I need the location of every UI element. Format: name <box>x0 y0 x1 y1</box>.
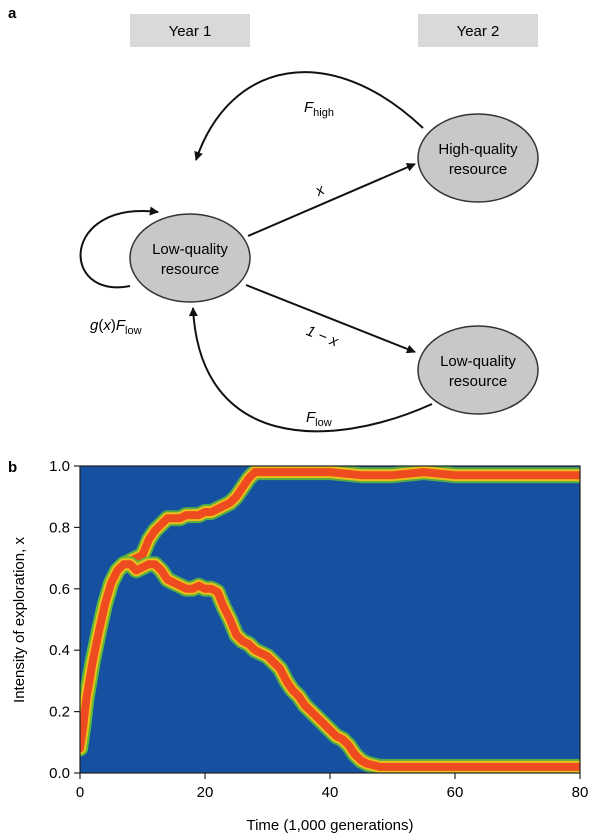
y-tick-label: 0.6 <box>49 581 70 598</box>
label-f-high: Fhigh <box>304 99 334 119</box>
year-1-box <box>130 14 250 47</box>
x-tick-label: 80 <box>572 784 589 801</box>
node-low-quality-year1 <box>129 213 251 303</box>
panel-a: a Year 1 Year 2 Low-quality resource Hig… <box>8 5 539 433</box>
y-tick-label: 0.8 <box>49 519 70 536</box>
density-traces <box>80 466 580 773</box>
edge-f-low-arrow <box>188 307 433 433</box>
node-high-year2-line1: High-quality <box>438 141 518 158</box>
node-high-quality-year2 <box>417 113 539 203</box>
node-high-year2-line2: resource <box>449 161 507 178</box>
edge-one-minus-x-arrow <box>245 284 416 354</box>
panel-b-label: b <box>8 459 17 476</box>
self-loop-arrow <box>79 206 159 289</box>
label-x: x <box>312 181 327 200</box>
node-low-year2-line2: resource <box>449 373 507 390</box>
year-1-label: Year 1 <box>169 23 212 40</box>
label-one-minus-x: 1 − x <box>304 322 341 350</box>
series-2-core <box>80 560 580 771</box>
axis-ticks: 0 20 40 60 80 0.0 0.2 0.4 0.6 0.8 1.0 <box>49 458 588 801</box>
node-low-year2-line1: Low-quality <box>440 353 516 370</box>
year-2-label: Year 2 <box>457 23 500 40</box>
year-2-box <box>418 14 538 47</box>
label-self-loop: g(x)Flow <box>90 317 142 337</box>
x-tick-label: 40 <box>322 784 339 801</box>
y-tick-label: 0.2 <box>49 704 70 721</box>
y-tick-label: 0.0 <box>49 765 70 782</box>
panel-b: b 0 20 40 60 80 0.0 0.2 0.4 0.6 0.8 1.0 Time (1,00… <box>8 458 588 834</box>
x-tick-label: 60 <box>447 784 464 801</box>
x-axis-label: Time (1,000 generations) <box>246 817 413 834</box>
node-low-quality-year2 <box>417 325 539 415</box>
label-f-low: Flow <box>306 409 332 429</box>
y-axis-label: Intensity of exploration, x <box>11 537 28 703</box>
y-tick-label: 1.0 <box>49 458 70 475</box>
x-tick-label: 20 <box>197 784 214 801</box>
edge-x-arrow <box>247 163 416 237</box>
x-tick-label: 0 <box>76 784 84 801</box>
edge-f-high-arrow <box>194 71 424 161</box>
panel-a-label: a <box>8 5 17 22</box>
node-low-year1-line1: Low-quality <box>152 241 228 258</box>
node-low-year1-line2: resource <box>161 261 219 278</box>
y-tick-label: 0.4 <box>49 642 70 659</box>
